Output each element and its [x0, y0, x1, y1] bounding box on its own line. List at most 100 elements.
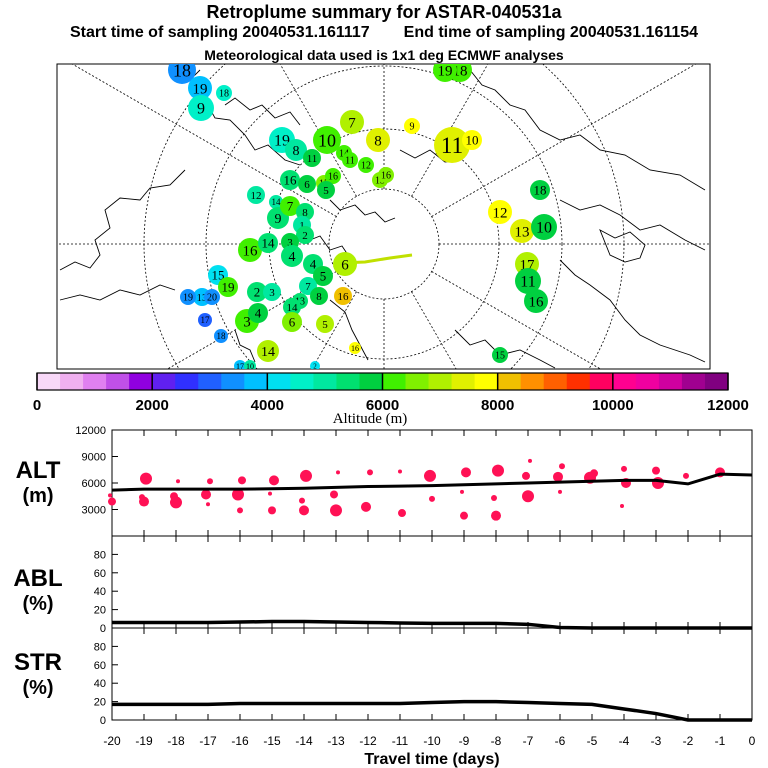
plume-cluster-label: 11 — [520, 274, 535, 291]
altitude-colorbar: 0 2000 4000 6000 8000 10000 12000 Altitude (m) — [33, 372, 749, 427]
colorbar-cell — [382, 373, 406, 390]
x-tick-label: -10 — [423, 734, 441, 748]
plume-cluster-label: 12 — [493, 205, 508, 221]
plume-cluster-label: 19 — [274, 133, 290, 150]
str-title: STR — [14, 649, 62, 676]
alt-y-tick-label: 3000 — [82, 505, 106, 517]
str-y-tick-label: 40 — [94, 678, 106, 690]
colorbar-cell — [267, 373, 291, 390]
plume-cluster-marker — [317, 181, 335, 199]
colorbar-tick-label: 6000 — [366, 397, 399, 414]
time-series-panels: 3000 6000 9000 12000 0 20 40 60 80 0 20 40 60 80 -2… — [13, 425, 755, 768]
abl-y-tick-label: 40 — [94, 586, 106, 598]
alt-point — [108, 497, 116, 506]
colorbar-cell — [198, 373, 222, 390]
x-axis: -20 -19 -18 -17 -16 -15 -14 -13 -12 -11 -10 -9 -8 -7-… — [103, 430, 756, 748]
alt-point — [528, 458, 532, 463]
colorbar-cell — [83, 373, 107, 390]
plume-cluster-label: 16 — [351, 344, 359, 353]
colorbar-cell — [129, 373, 153, 390]
plume-cluster-marker — [198, 313, 212, 327]
plume-cluster-label: 2 — [254, 285, 261, 300]
alt-point — [330, 490, 338, 499]
alt-point — [460, 511, 468, 520]
str-y-tick-label: 20 — [94, 697, 106, 709]
plume-cluster-label: 15 — [495, 351, 505, 362]
x-tick-label: -6 — [555, 734, 566, 748]
start-time: Start time of sampling 20040531.161117 — [69, 24, 370, 41]
latitude-circle — [205, 65, 563, 369]
colorbar-cell — [566, 373, 591, 390]
colorbar-tick-label: 2000 — [135, 397, 168, 414]
colorbar-cell — [175, 373, 199, 390]
x-tick-label: -4 — [619, 734, 630, 748]
alt-point — [559, 463, 565, 470]
plume-cluster-marker — [433, 64, 457, 82]
x-tick-label: -20 — [103, 734, 121, 748]
plume-cluster-label: 3 — [243, 314, 251, 330]
alt-point — [367, 469, 373, 476]
plume-cluster-label: 11 — [307, 153, 318, 165]
colorbar-cell — [152, 373, 176, 390]
plume-cluster-marker — [168, 64, 196, 84]
x-tick-label: -11 — [392, 734, 409, 748]
colorbar-cell — [658, 373, 683, 390]
alt-y-tick-label: 12000 — [75, 425, 106, 437]
plume-cluster-label: 6 — [304, 179, 310, 191]
plume-cluster-label: 4 — [255, 306, 262, 321]
abl-y-tick-label: 0 — [100, 623, 106, 635]
alt-point — [139, 496, 149, 507]
colorbar-cell — [60, 373, 84, 390]
x-tick-label: -1 — [715, 734, 726, 748]
plume-cluster-label: 18 — [219, 89, 229, 100]
alt-point — [620, 503, 624, 508]
x-tick-label: -18 — [167, 734, 185, 748]
colorbar-cell — [313, 373, 337, 390]
plume-cluster-marker — [258, 233, 278, 253]
plume-cluster-label: 8 — [293, 144, 300, 159]
plume-cluster-label: 10 — [536, 220, 552, 237]
plume-cluster-marker — [434, 127, 470, 163]
plume-cluster-label: 17 — [236, 362, 244, 371]
alt-point — [269, 475, 279, 486]
plume-cluster-label: 10 — [246, 362, 254, 371]
alt-point — [522, 471, 530, 480]
plume-cluster-marker — [378, 167, 394, 183]
colorbar-cell — [589, 373, 614, 390]
plume-cluster-label: 13 — [515, 224, 530, 240]
colorbar-cell — [244, 373, 268, 390]
alt-point — [429, 495, 435, 502]
plume-cluster-marker — [366, 128, 390, 152]
abl-unit: (%) — [22, 593, 53, 615]
plume-cluster-label: 8 — [302, 207, 308, 219]
plume-cluster-label: 11 — [345, 156, 355, 167]
plume-cluster-label: 6 — [341, 257, 349, 273]
plume-cluster-marker — [340, 110, 364, 134]
alt-title: ALT — [16, 457, 61, 484]
plume-cluster-marker — [280, 170, 300, 190]
colorbar-cell — [359, 373, 383, 390]
plume-cluster-marker — [248, 303, 268, 323]
abl-y-tick-label: 20 — [94, 605, 106, 617]
colorbar-cell — [474, 373, 499, 390]
colorbar-cell — [37, 373, 61, 390]
alt-point — [140, 472, 152, 485]
plume-cluster-marker — [313, 126, 341, 154]
plume-cluster-marker — [238, 238, 262, 262]
alt-point — [201, 489, 211, 500]
str-y-tick-label: 80 — [94, 641, 106, 653]
str-panel: 0 20 40 60 80 — [94, 641, 752, 727]
plume-cluster-label: 14 — [272, 197, 282, 207]
map-frame — [56, 63, 711, 370]
alt-point — [268, 506, 276, 515]
plume-cluster-marker — [298, 175, 316, 193]
alt-point — [232, 488, 244, 501]
plume-cluster-marker — [244, 360, 256, 369]
plume-cluster-marker — [488, 200, 512, 224]
plume-cluster-marker — [257, 340, 279, 362]
colorbar-tick-label: 10000 — [592, 397, 634, 414]
colorbar-cell — [543, 373, 568, 390]
plume-cluster-marker — [531, 214, 557, 240]
plume-cluster-marker — [282, 312, 302, 332]
